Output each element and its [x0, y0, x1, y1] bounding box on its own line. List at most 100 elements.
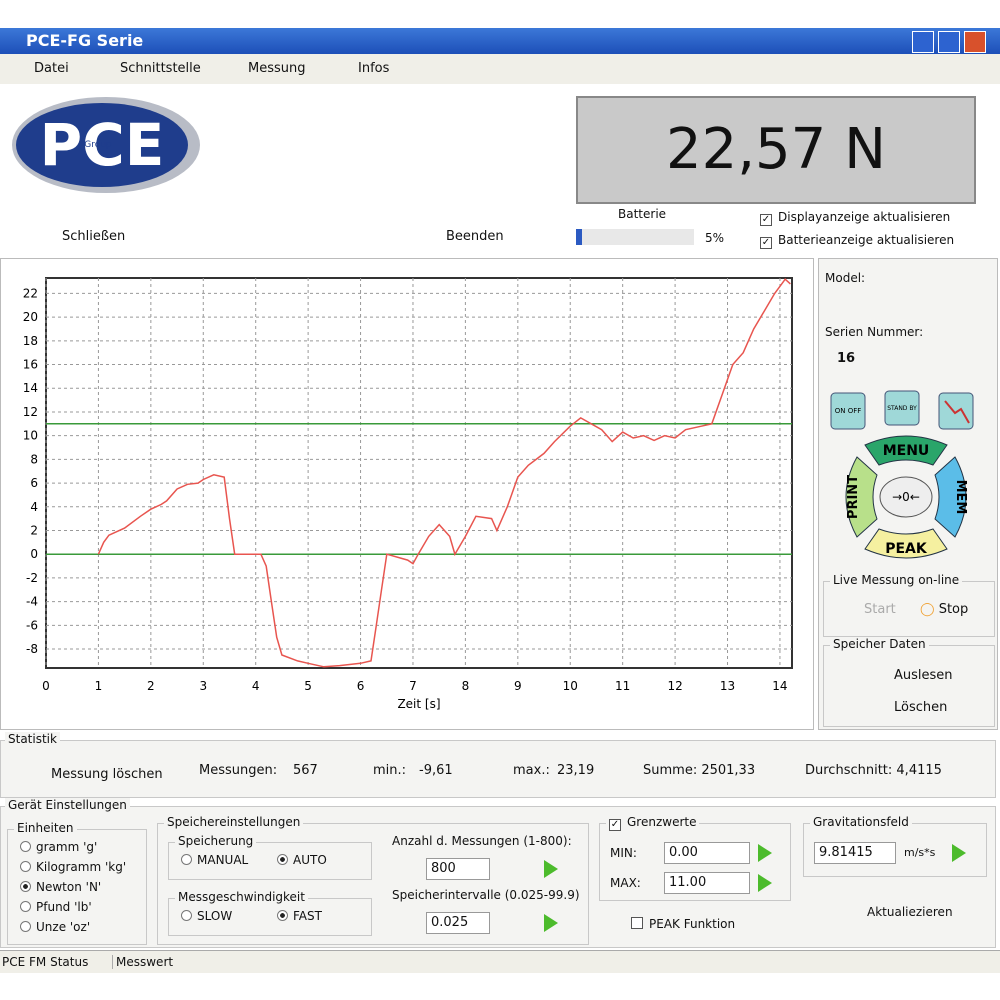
logo-text: PCE [40, 111, 165, 179]
radio[interactable]: AUTO [277, 853, 327, 867]
radio-label: MANUAL [197, 853, 249, 867]
radio-label: AUTO [293, 853, 327, 867]
group-label: Speichereinstellungen [164, 815, 304, 829]
checkbox[interactable]: ✓ Batterieanzeige aktualisieren [760, 233, 955, 249]
apply-arrow[interactable] [758, 874, 772, 892]
peak-checkbox[interactable]: PEAK Funktion [631, 917, 735, 931]
clear-button[interactable]: Messung löschen [51, 767, 163, 782]
max-input[interactable]: 11.00 [664, 872, 750, 894]
key-peak[interactable]: PEAK [885, 541, 928, 557]
radio[interactable]: FAST [277, 909, 322, 923]
key-print[interactable]: PRINT [846, 475, 861, 519]
count-input[interactable]: 800 [426, 858, 490, 880]
x-tick-label: 10 [563, 679, 578, 693]
settings-group: Gerät Einstellungen Einheiten gramm 'g' … [0, 798, 996, 948]
radio[interactable]: Unze 'oz' [20, 920, 90, 934]
apply-arrow[interactable] [952, 844, 966, 862]
stat-value: -9,61 [419, 763, 453, 778]
x-tick-label: 9 [514, 679, 522, 693]
stop-label: Stop [938, 602, 969, 617]
group-label: Speicherung [175, 834, 257, 848]
close-window[interactable] [964, 31, 986, 53]
maximize[interactable] [938, 31, 960, 53]
x-tick-label: 14 [772, 679, 787, 693]
key-standby[interactable]: STAND BY [887, 405, 917, 412]
field-label: Speicherintervalle (0.025-99.9) [392, 888, 580, 902]
read-button[interactable]: Auslesen [894, 668, 953, 683]
data-line [97, 278, 791, 668]
x-tick-label: 3 [199, 679, 207, 693]
y-tick-label: 22 [23, 286, 38, 300]
min-input[interactable]: 0.00 [664, 842, 750, 864]
y-tick-label: 8 [30, 452, 38, 466]
radio[interactable]: MANUAL [181, 853, 248, 867]
memory-group: Speicher Daten Auslesen Löschen [823, 637, 995, 727]
limits-checkbox[interactable]: ✓ Grenzwerte [606, 815, 700, 831]
stop-button[interactable]: ◯ Stop [920, 602, 969, 617]
stat-label: max.: [513, 763, 550, 778]
y-tick-label: -2 [26, 571, 38, 585]
key-menu[interactable]: MENU [883, 443, 930, 459]
speed-group: Messgeschwindigkeit SLOW FAST [168, 890, 372, 936]
key-zero[interactable]: →0← [892, 490, 920, 504]
stat-label: Messungen: [199, 763, 278, 778]
interval-input[interactable]: 0.025 [426, 912, 490, 934]
radio-label: Newton 'N' [36, 880, 102, 894]
stat-average: Durchschnitt: 4,4115 [805, 763, 942, 778]
serial: 16 [837, 351, 856, 366]
menu-item[interactable]: Schnittstelle [120, 61, 201, 76]
model-label: Model: [825, 271, 866, 285]
side-panel: Model: Serien Nummer: 16 ON OFF STAND BY… [818, 258, 998, 730]
field-label: MIN: [610, 846, 637, 860]
gravity-input[interactable]: 9.81415 [814, 842, 896, 864]
gravity-unit: m/s*s [904, 846, 936, 859]
radio[interactable]: gramm 'g' [20, 840, 97, 854]
radio-label: SLOW [197, 909, 233, 923]
stat-value: 23,19 [557, 763, 595, 778]
group-label: Speicher Daten [830, 637, 929, 651]
radio[interactable]: Kilogramm 'kg' [20, 860, 126, 874]
battery-track [576, 229, 694, 245]
exit-button[interactable]: Beenden [446, 229, 504, 244]
radio[interactable]: Newton 'N' [20, 880, 101, 894]
apply-arrow[interactable] [544, 914, 558, 932]
x-tick-label: 2 [147, 679, 155, 693]
y-tick-label: 10 [23, 429, 38, 443]
menu-item[interactable]: Messung [248, 61, 306, 76]
close-button[interactable]: Schließen [62, 229, 126, 244]
key-onoff[interactable]: ON OFF [835, 407, 862, 415]
x-tick-label: 0 [42, 679, 50, 693]
plot-area [45, 277, 793, 669]
battery-bar [576, 229, 582, 245]
x-tick-label: 6 [357, 679, 365, 693]
gravity-group: Gravitationsfeld 9.81415 m/s*s [803, 815, 987, 877]
group-label: Gerät Einstellungen [5, 798, 130, 812]
radio-label: Kilogramm 'kg' [36, 860, 127, 874]
group-label: Einheiten [14, 821, 77, 835]
delete-button[interactable]: Löschen [894, 700, 948, 715]
group-label: Messgeschwindigkeit [175, 890, 308, 904]
x-tick-label: 5 [304, 679, 312, 693]
update-button[interactable]: Aktualiezieren [867, 905, 953, 919]
radio[interactable]: SLOW [181, 909, 232, 923]
y-tick-label: -8 [26, 642, 38, 656]
radio[interactable]: Pfund 'lb' [20, 900, 92, 914]
value-display: 22,57 N [576, 96, 976, 204]
limits-group: ✓ Grenzwerte MIN: 0.00 MAX: 11.00 [599, 815, 791, 901]
key-mem[interactable]: MEM [953, 480, 968, 515]
group-label: Statistik [5, 732, 60, 746]
apply-arrow[interactable] [544, 860, 558, 878]
menu-item[interactable]: Datei [34, 61, 69, 76]
apply-arrow[interactable] [758, 844, 772, 862]
y-tick-label: 6 [30, 476, 38, 490]
minimize[interactable] [912, 31, 934, 53]
y-tick-label: 12 [23, 405, 38, 419]
menu-item[interactable]: Infos [358, 61, 390, 76]
storage-group: Speichereinstellungen Speicherung MANUAL… [157, 815, 589, 945]
menu-bar: Datei Schnittstelle Messung Infos [0, 54, 1000, 84]
start-button[interactable]: Start [864, 602, 896, 617]
radio-label: gramm 'g' [36, 840, 98, 854]
stat-sum: Summe: 2501,33 [643, 763, 756, 778]
checkbox[interactable]: ✓ Displayanzeige aktualisieren [760, 210, 951, 226]
